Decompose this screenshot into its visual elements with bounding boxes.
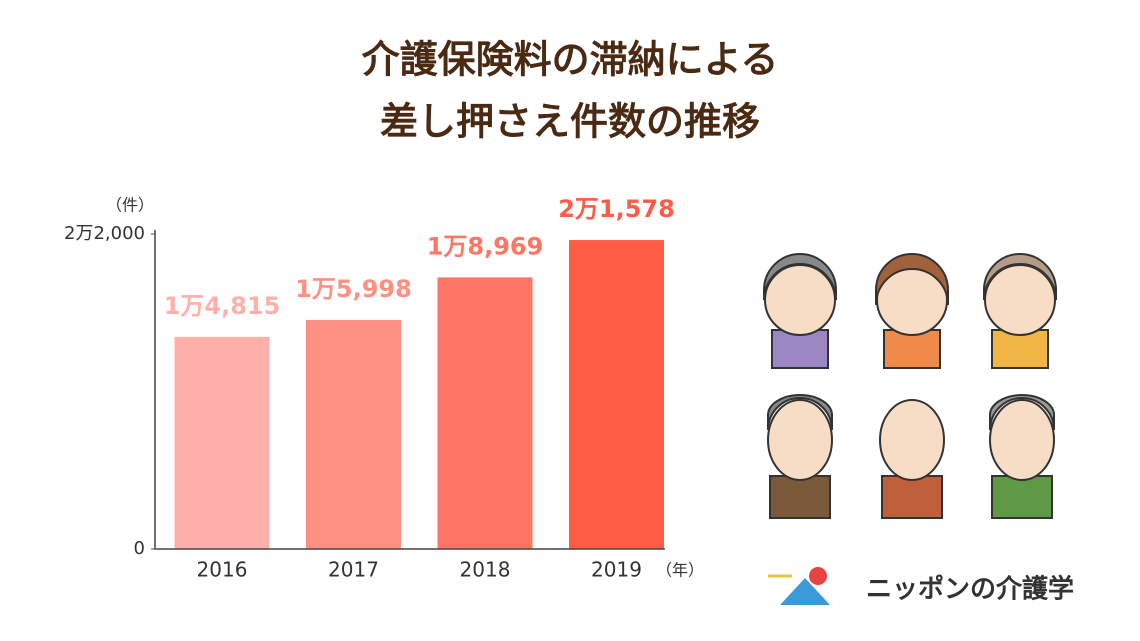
value-label: 1万4,815 bbox=[164, 292, 281, 320]
logo-mark bbox=[768, 567, 830, 605]
chart-title: 差し押さえ件数の推移 bbox=[380, 100, 760, 144]
bar bbox=[437, 277, 533, 549]
y-axis-label: （件） bbox=[106, 196, 154, 215]
x-tick-label: 2019 bbox=[591, 558, 642, 582]
illustrations bbox=[763, 253, 1057, 519]
chart-title: 介護保険料の滞納による bbox=[362, 38, 779, 82]
x-axis-label: （年） bbox=[656, 561, 704, 580]
x-tick-label: 2017 bbox=[328, 558, 379, 582]
x-tick-label: 2016 bbox=[197, 558, 248, 582]
logo-text: ニッポンの介護学 bbox=[866, 574, 1074, 605]
value-label: 1万8,969 bbox=[427, 232, 544, 260]
y-tick-label: 2万2,000 bbox=[64, 223, 145, 244]
value-label: 1万5,998 bbox=[295, 275, 412, 303]
bar bbox=[174, 336, 270, 549]
value-label: 2万1,578 bbox=[558, 195, 675, 223]
bar bbox=[306, 319, 401, 549]
bar bbox=[569, 240, 664, 549]
x-tick-label: 2018 bbox=[460, 558, 511, 582]
y-tick-label: 0 bbox=[134, 538, 145, 559]
